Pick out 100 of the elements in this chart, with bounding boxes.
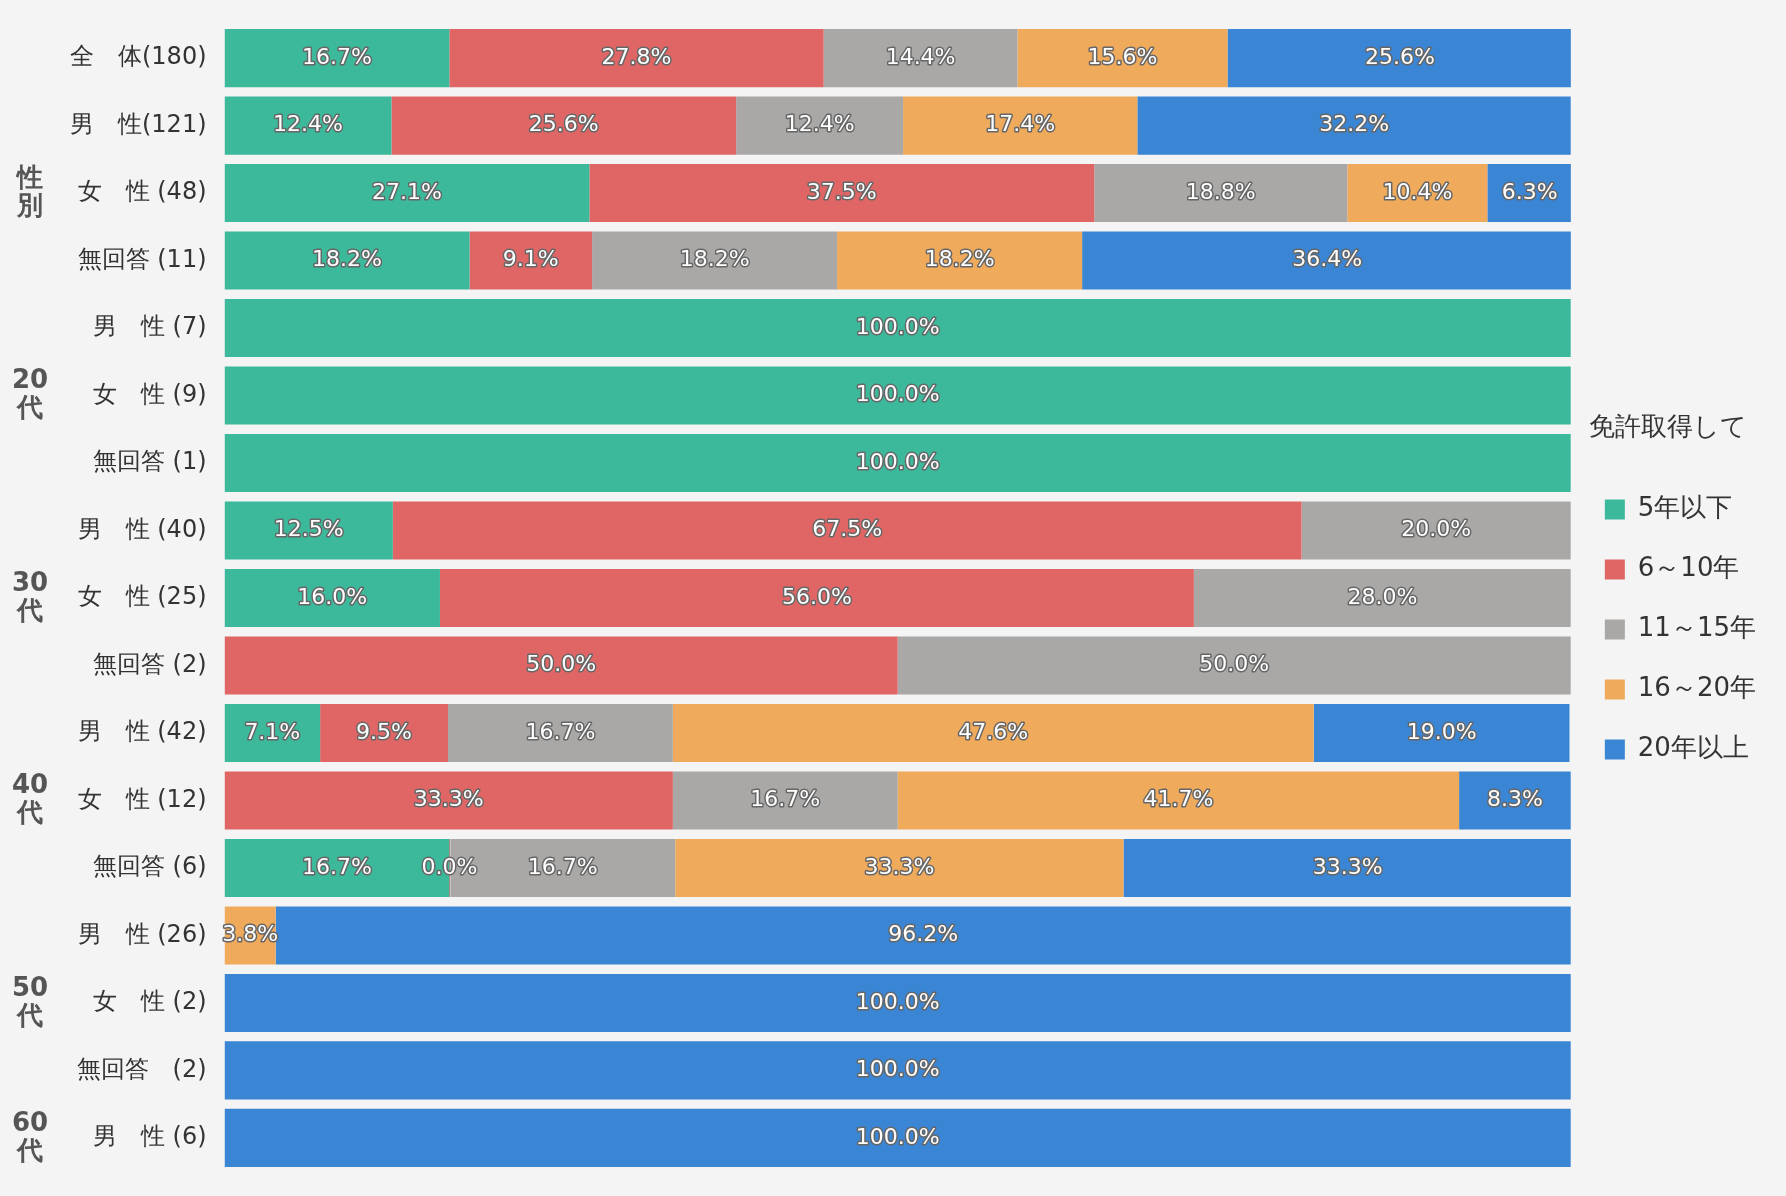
data-label: 100.0% (855, 1056, 940, 1082)
data-label: 16.0% (297, 583, 368, 609)
data-label: 7.1% (244, 718, 301, 744)
legend-title: 免許取得して (1589, 411, 1748, 442)
data-label: 14.4% (885, 43, 956, 69)
data-label: 96.2% (888, 921, 959, 947)
bar (448, 703, 673, 762)
data-label: 100.0% (855, 381, 940, 407)
y-tick-label: 男 性 (26) (77, 919, 207, 948)
data-label: 37.5% (806, 178, 877, 204)
data-label: 6.3% (1501, 178, 1558, 204)
bar (449, 29, 824, 88)
bar (1017, 29, 1228, 88)
data-label: 47.6% (958, 718, 1029, 744)
data-label: 15.6% (1087, 43, 1158, 69)
data-label: 100.0% (855, 988, 940, 1014)
text: 40代 (11, 769, 49, 828)
data-label: 50.0% (1199, 651, 1270, 677)
bar (1193, 568, 1571, 628)
bar (224, 973, 1571, 1032)
legend-label: 20年以上 (1637, 732, 1749, 763)
legend-label: 6～10年 (1637, 552, 1740, 583)
data-label: 100.0% (855, 313, 940, 339)
y-tick-label: 無回答 (2) (92, 649, 207, 678)
bar (224, 164, 590, 223)
data-label: 9.1% (502, 246, 559, 272)
data-label: 100.0% (855, 448, 940, 474)
text: 60代 (11, 1106, 49, 1165)
data-label: 33.3% (413, 786, 484, 812)
bar (897, 771, 1460, 830)
bar (837, 231, 1083, 290)
y-tick-label: 男 性(121) (69, 109, 207, 138)
y-tick-label: 女 性 (2) (92, 987, 207, 1016)
data-label: 27.8% (601, 43, 672, 69)
data-label: 100.0% (855, 1123, 940, 1149)
bar (224, 434, 1571, 493)
bar (672, 771, 898, 830)
y-tick-label: 女 性 (9) (92, 379, 207, 408)
y-tick-label: 女 性 (12) (77, 784, 207, 813)
bar (1137, 96, 1571, 155)
y-tick-label: 男 性 (7) (92, 312, 207, 341)
bar (1301, 501, 1571, 560)
bar (1123, 838, 1571, 897)
bar (391, 96, 737, 155)
data-label: 8.3% (1487, 786, 1543, 812)
bar (392, 501, 1302, 560)
bar (592, 231, 838, 290)
bar (903, 96, 1138, 155)
bar (823, 29, 1018, 88)
data-label: 50.0% (526, 651, 597, 677)
data-label: 25.6% (1364, 43, 1435, 69)
data-label: 19.0% (1406, 718, 1477, 744)
text: 20代 (11, 364, 49, 423)
bar (224, 1108, 1571, 1167)
y-tick-label: 女 性 (25) (77, 582, 207, 611)
data-label: 32.2% (1319, 111, 1390, 137)
bar (736, 96, 904, 155)
text: 性別 (15, 161, 43, 220)
bar (897, 636, 1571, 695)
bar (1082, 231, 1571, 290)
bar (224, 771, 673, 830)
data-label: 18.2% (312, 246, 382, 272)
y-tick-label: 無回答 (11) (77, 244, 207, 273)
data-label: 33.3% (864, 853, 935, 879)
bar (224, 231, 470, 290)
y-tick-label: 男 性 (40) (77, 514, 207, 543)
y-tick-label: 無回答 (2) (76, 1054, 207, 1083)
y-tick-label: 女 性 (48) (77, 177, 207, 206)
data-label: 17.4% (985, 111, 1056, 137)
bar (672, 703, 1314, 762)
y-tick-label: 全 体(180) (69, 42, 207, 71)
legend-label: 5年以下 (1637, 492, 1733, 523)
y-tick-label: 男 性 (6) (92, 1122, 207, 1151)
bar (1227, 29, 1571, 88)
bar (439, 568, 1194, 628)
data-label: 16.7% (302, 43, 372, 69)
data-label: 12.4% (784, 111, 855, 137)
text: 30代 (11, 566, 49, 625)
bar (224, 299, 1571, 358)
bar (675, 838, 1124, 897)
bar (224, 1041, 1571, 1100)
data-label: 18.2% (924, 246, 995, 272)
data-label: 25.6% (528, 111, 599, 137)
bar (1094, 164, 1348, 223)
bar (589, 164, 1095, 223)
data-label: 20.0% (1401, 516, 1472, 542)
data-label: 41.7% (1143, 786, 1214, 812)
data-label: 56.0% (781, 583, 852, 609)
legend-label: 11～15年 (1637, 612, 1756, 643)
bar (275, 906, 1571, 965)
bar (1313, 703, 1570, 762)
y-tick-label: 無回答 (6) (92, 852, 207, 881)
data-label: 16.7% (750, 786, 821, 812)
y-tick-label: 無回答 (1) (92, 447, 207, 476)
data-label: 12.4% (273, 111, 343, 137)
data-label: 36.4% (1292, 246, 1363, 272)
data-label: 67.5% (812, 516, 883, 542)
bar (224, 568, 440, 628)
data-label: 16.7% (302, 853, 372, 879)
data-label: 18.2% (679, 246, 750, 272)
